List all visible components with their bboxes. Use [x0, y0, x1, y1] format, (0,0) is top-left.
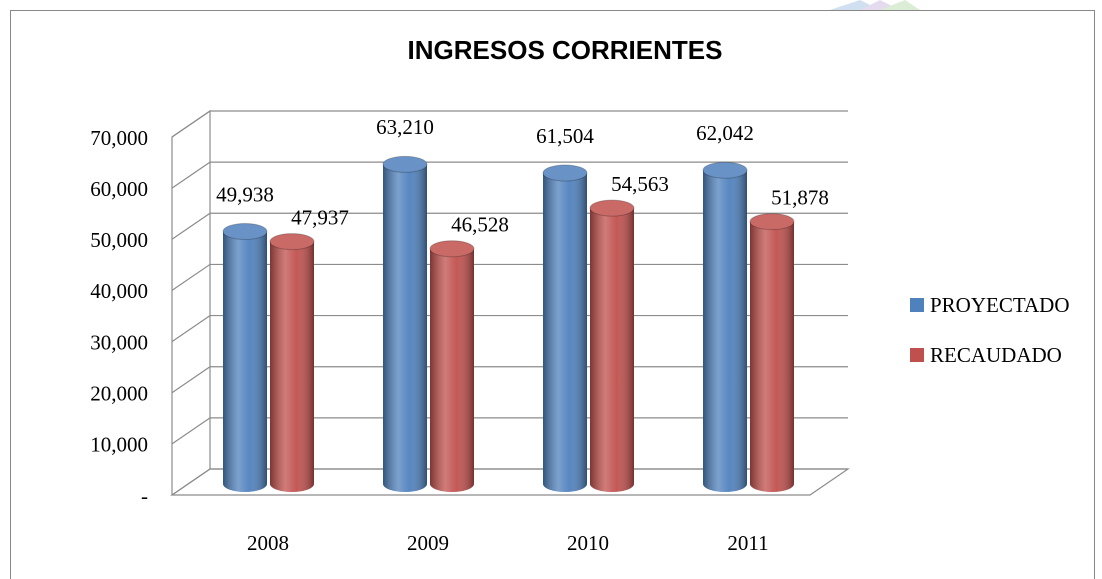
bar-shade — [543, 172, 587, 492]
bar — [749, 213, 795, 492]
x-tick-label: 2008 — [247, 531, 289, 555]
bar-top-highlight — [383, 156, 427, 173]
legend-swatch — [910, 298, 924, 312]
data-label: 62,042 — [696, 121, 754, 145]
bar-top — [269, 233, 315, 251]
y-tick-label: 40,000 — [90, 279, 148, 303]
grid-line — [171, 314, 848, 343]
y-tick-label: 50,000 — [90, 228, 148, 252]
bar-top-highlight — [543, 164, 587, 181]
y-tick-label: - — [141, 484, 148, 508]
bar-top — [382, 155, 428, 173]
legend-label: RECAUDADO — [930, 343, 1062, 367]
bar — [702, 161, 748, 492]
bar-top-highlight — [703, 162, 747, 179]
bar-shade — [590, 208, 634, 492]
bar-top — [589, 199, 635, 217]
grid-line — [171, 366, 848, 394]
data-label: 46,528 — [451, 213, 509, 237]
bar-shade — [430, 248, 474, 492]
data-label: 49,938 — [216, 182, 274, 206]
legend-label: PROYECTADO — [930, 293, 1070, 317]
x-tick-label: 2009 — [407, 531, 449, 555]
data-label: 51,878 — [771, 185, 829, 209]
y-tick-label: 30,000 — [90, 330, 148, 354]
y-tick-label: 60,000 — [90, 177, 148, 201]
bar — [269, 233, 315, 492]
axis-wall — [171, 109, 211, 495]
bar — [222, 222, 268, 492]
bar-shade — [270, 241, 314, 492]
grid-line — [171, 212, 848, 240]
bar-shade — [383, 164, 427, 492]
grid-line — [171, 468, 848, 496]
x-tick-label: 2011 — [727, 531, 768, 555]
bar — [382, 155, 428, 492]
chart-border — [10, 10, 1095, 579]
bar-shade — [750, 221, 794, 492]
grid-line — [171, 110, 848, 138]
decoration — [830, 0, 920, 10]
bar — [589, 199, 635, 492]
grid-line — [171, 417, 848, 445]
bar — [429, 240, 475, 492]
y-tick-label: 70,000 — [90, 126, 148, 150]
y-tick-label: 10,000 — [90, 433, 148, 457]
bar-top — [702, 161, 748, 179]
data-label: 63,210 — [376, 115, 434, 139]
bar-top-highlight — [270, 233, 314, 250]
grid-line — [171, 263, 848, 291]
y-tick-label: 20,000 — [90, 382, 148, 406]
x-tick-label: 2010 — [567, 531, 609, 555]
chart-title: INGRESOS CORRIENTES — [408, 35, 723, 65]
data-label: 47,937 — [291, 205, 349, 229]
bar-top-highlight — [750, 213, 794, 230]
bar-top-highlight — [223, 223, 267, 240]
bar-top-highlight — [590, 200, 634, 217]
bar-top — [749, 213, 795, 231]
bar-top — [429, 240, 475, 258]
bar-top — [222, 222, 268, 240]
bar-shade — [703, 170, 747, 492]
bar — [542, 164, 588, 492]
grid-line — [171, 161, 848, 189]
bar-top — [542, 164, 588, 182]
data-label: 54,563 — [611, 172, 669, 196]
data-label: 61,504 — [536, 124, 594, 148]
legend-swatch — [910, 348, 924, 362]
bar-top-highlight — [430, 240, 474, 257]
bar-shade — [223, 231, 267, 492]
